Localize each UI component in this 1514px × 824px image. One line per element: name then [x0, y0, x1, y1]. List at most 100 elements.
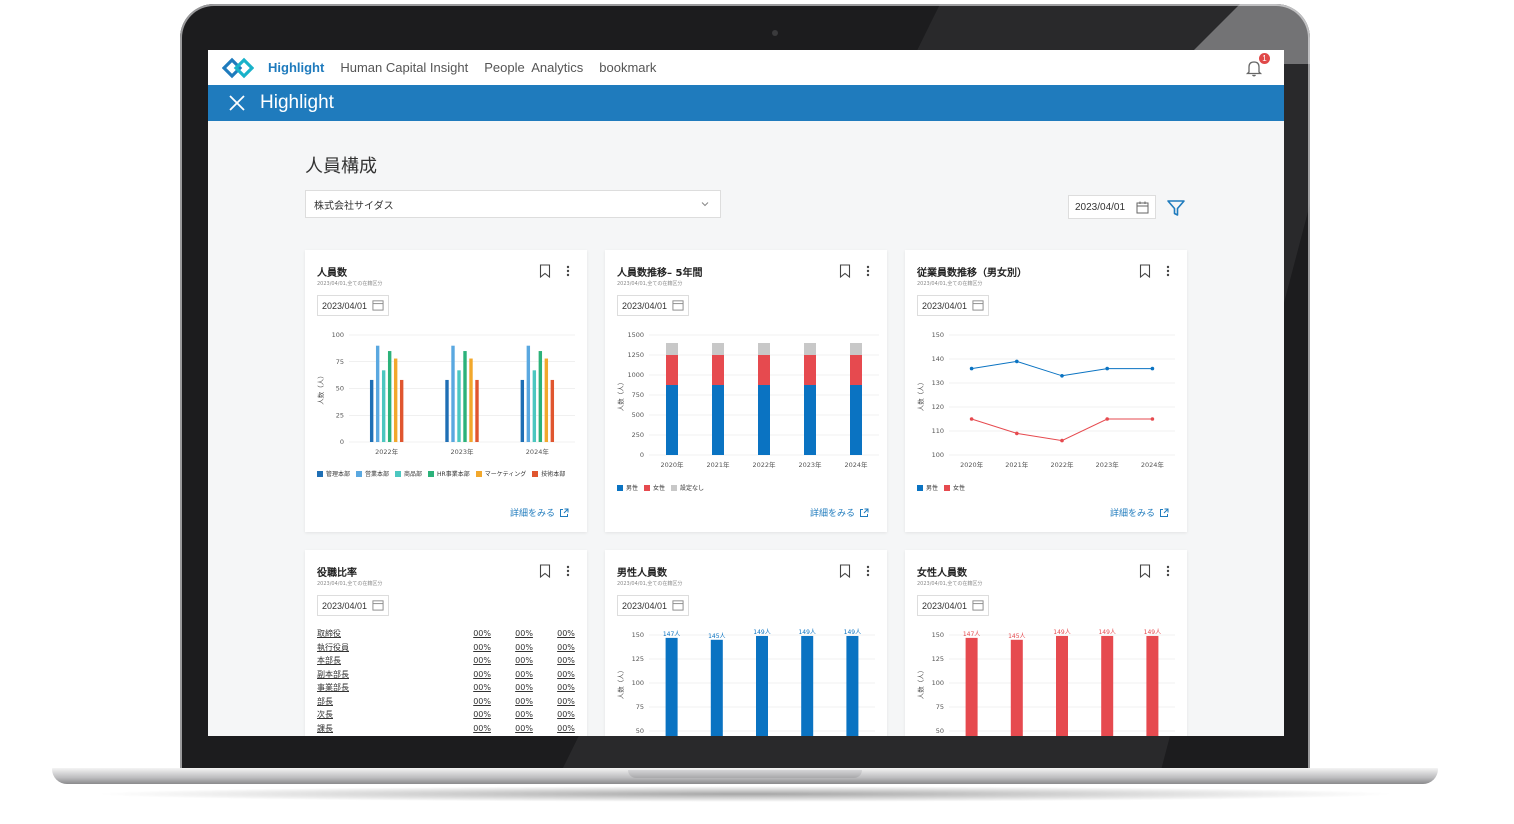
ratio-cell[interactable]: 00%	[557, 683, 575, 693]
bookmark-icon[interactable]	[839, 564, 851, 578]
legend-swatch	[917, 484, 923, 491]
ratio-cell[interactable]: 00%	[557, 629, 575, 639]
table-row[interactable]: 課長 00% 00% 00%	[317, 722, 587, 736]
nav-bookmark[interactable]: bookmark	[599, 60, 657, 75]
ratio-cell[interactable]: 00%	[473, 669, 491, 679]
company-select[interactable]: 株式会社サイダス	[305, 190, 721, 218]
role-ratio-table: 取締役 00% 00% 00% 執行役員 00% 00% 00% 本部長 00% 00% 00% …	[317, 627, 587, 735]
legend-label: 設定なし	[680, 485, 705, 492]
bar-segment	[804, 355, 816, 385]
legend-item: 男性	[617, 484, 638, 492]
card-date-picker[interactable]: 2023/04/01	[617, 595, 689, 616]
table-row[interactable]: 部長 00% 00% 00%	[317, 695, 587, 709]
ratio-cell[interactable]: 00%	[473, 629, 491, 639]
y-tick-label: 750	[632, 391, 644, 399]
ratio-cell[interactable]: 00%	[557, 710, 575, 720]
card-date-picker[interactable]: 2023/04/01	[917, 595, 989, 616]
ratio-cell[interactable]: 00%	[473, 723, 491, 733]
ratio-cell[interactable]: 00%	[515, 629, 533, 639]
data-label: 149人	[798, 629, 815, 636]
table-row[interactable]: 執行役員 00% 00% 00%	[317, 641, 587, 655]
bookmark-icon[interactable]	[539, 264, 551, 278]
card-date-picker[interactable]: 2023/04/01	[317, 295, 389, 316]
card-title: 役職比率	[317, 568, 357, 579]
nav-human-capital-insight[interactable]: Human Capital Insight	[340, 60, 469, 75]
nav-highlight[interactable]: Highlight	[268, 60, 325, 75]
data-label: 147人	[963, 631, 980, 638]
bookmark-icon[interactable]	[839, 264, 851, 278]
y-tick-label: 100	[632, 679, 644, 687]
bookmark-icon[interactable]	[1139, 264, 1151, 278]
more-icon[interactable]	[865, 564, 871, 578]
detail-link[interactable]: 詳細をみる	[1110, 506, 1169, 519]
ratio-cell[interactable]: 00%	[557, 723, 575, 733]
ratio-cell[interactable]: 00%	[515, 669, 533, 679]
table-row[interactable]: 事業部長 00% 00% 00%	[317, 681, 587, 695]
bookmark-icon[interactable]	[1139, 564, 1151, 578]
legend-swatch	[617, 484, 623, 491]
card-headcount: 人員数 2023/04/01,全ての在籍区分 2023/04/01 0 25 50 7…	[305, 250, 587, 532]
bar-segment	[712, 355, 724, 385]
more-icon[interactable]	[1165, 564, 1171, 578]
ratio-cell[interactable]: 00%	[515, 683, 533, 693]
bar	[550, 379, 555, 442]
data-point	[1060, 374, 1064, 378]
ratio-cell[interactable]: 00%	[473, 642, 491, 652]
ratio-cell[interactable]: 00%	[515, 696, 533, 706]
bar-segment	[712, 343, 724, 355]
bar-segment	[804, 343, 816, 355]
ratio-cell[interactable]: 00%	[515, 642, 533, 652]
more-icon[interactable]	[565, 264, 571, 278]
ratio-cell[interactable]: 00%	[557, 642, 575, 652]
card-date-picker[interactable]: 2023/04/01	[317, 595, 389, 616]
more-icon[interactable]	[565, 564, 571, 578]
legend-label: 技術本部	[541, 471, 566, 478]
card-date-value: 2023/04/01	[922, 600, 968, 611]
data-label: 149人	[1144, 629, 1161, 636]
more-icon[interactable]	[1165, 264, 1171, 278]
page-date-value: 2023/04/01	[1075, 201, 1126, 213]
series-line	[971, 360, 1153, 377]
ratio-cell[interactable]: 00%	[515, 710, 533, 720]
more-icon[interactable]	[865, 264, 871, 278]
card-date-picker[interactable]: 2023/04/01	[917, 295, 989, 316]
bookmark-icon[interactable]	[539, 564, 551, 578]
legend-item: 技術本部	[532, 470, 566, 478]
bar	[393, 358, 398, 442]
legend-item: 営業本部	[356, 470, 389, 478]
detail-link[interactable]: 詳細をみる	[810, 506, 869, 519]
card-date-picker[interactable]: 2023/04/01	[617, 295, 689, 316]
ratio-cell[interactable]: 00%	[557, 656, 575, 666]
role-label: 取締役	[317, 629, 341, 639]
bell-icon[interactable]	[1244, 58, 1264, 78]
table-row[interactable]: 次長 00% 00% 00%	[317, 708, 587, 722]
y-tick-label: 130	[932, 379, 944, 387]
ratio-cell[interactable]: 00%	[515, 656, 533, 666]
ratio-cell[interactable]: 00%	[473, 696, 491, 706]
bar	[520, 379, 525, 442]
ratio-cell[interactable]: 00%	[473, 710, 491, 720]
ratio-cell[interactable]: 00%	[473, 656, 491, 666]
nav-people-analytics[interactable]: People Analytics	[484, 60, 584, 75]
detail-link[interactable]: 詳細をみる	[510, 506, 569, 519]
table-row[interactable]: 本部長 00% 00% 00%	[317, 654, 587, 668]
bar-segment	[850, 385, 862, 455]
close-icon[interactable]	[228, 94, 246, 112]
bar-segment	[758, 355, 770, 385]
card-date-value: 2023/04/01	[322, 300, 368, 311]
ratio-cell[interactable]: 00%	[515, 723, 533, 733]
data-label: 149人	[753, 629, 770, 636]
filter-icon[interactable]	[1166, 198, 1186, 218]
table-row[interactable]: 副本部長 00% 00% 00%	[317, 668, 587, 682]
data-point	[1150, 417, 1155, 421]
card-subtitle: 2023/04/01,全ての在籍区分	[617, 581, 683, 587]
ratio-cell[interactable]: 00%	[557, 669, 575, 679]
page-date-picker[interactable]: 2023/04/01	[1068, 195, 1156, 219]
ratio-cell[interactable]: 00%	[557, 696, 575, 706]
table-row[interactable]: 取締役 00% 00% 00%	[317, 627, 587, 641]
x-tick-label: 2024年	[1141, 460, 1165, 469]
bar	[445, 379, 449, 442]
data-point	[1015, 359, 1019, 364]
ratio-cell[interactable]: 00%	[473, 683, 491, 693]
app-screen: Highlight Human Capital Insight People A…	[208, 50, 1284, 736]
